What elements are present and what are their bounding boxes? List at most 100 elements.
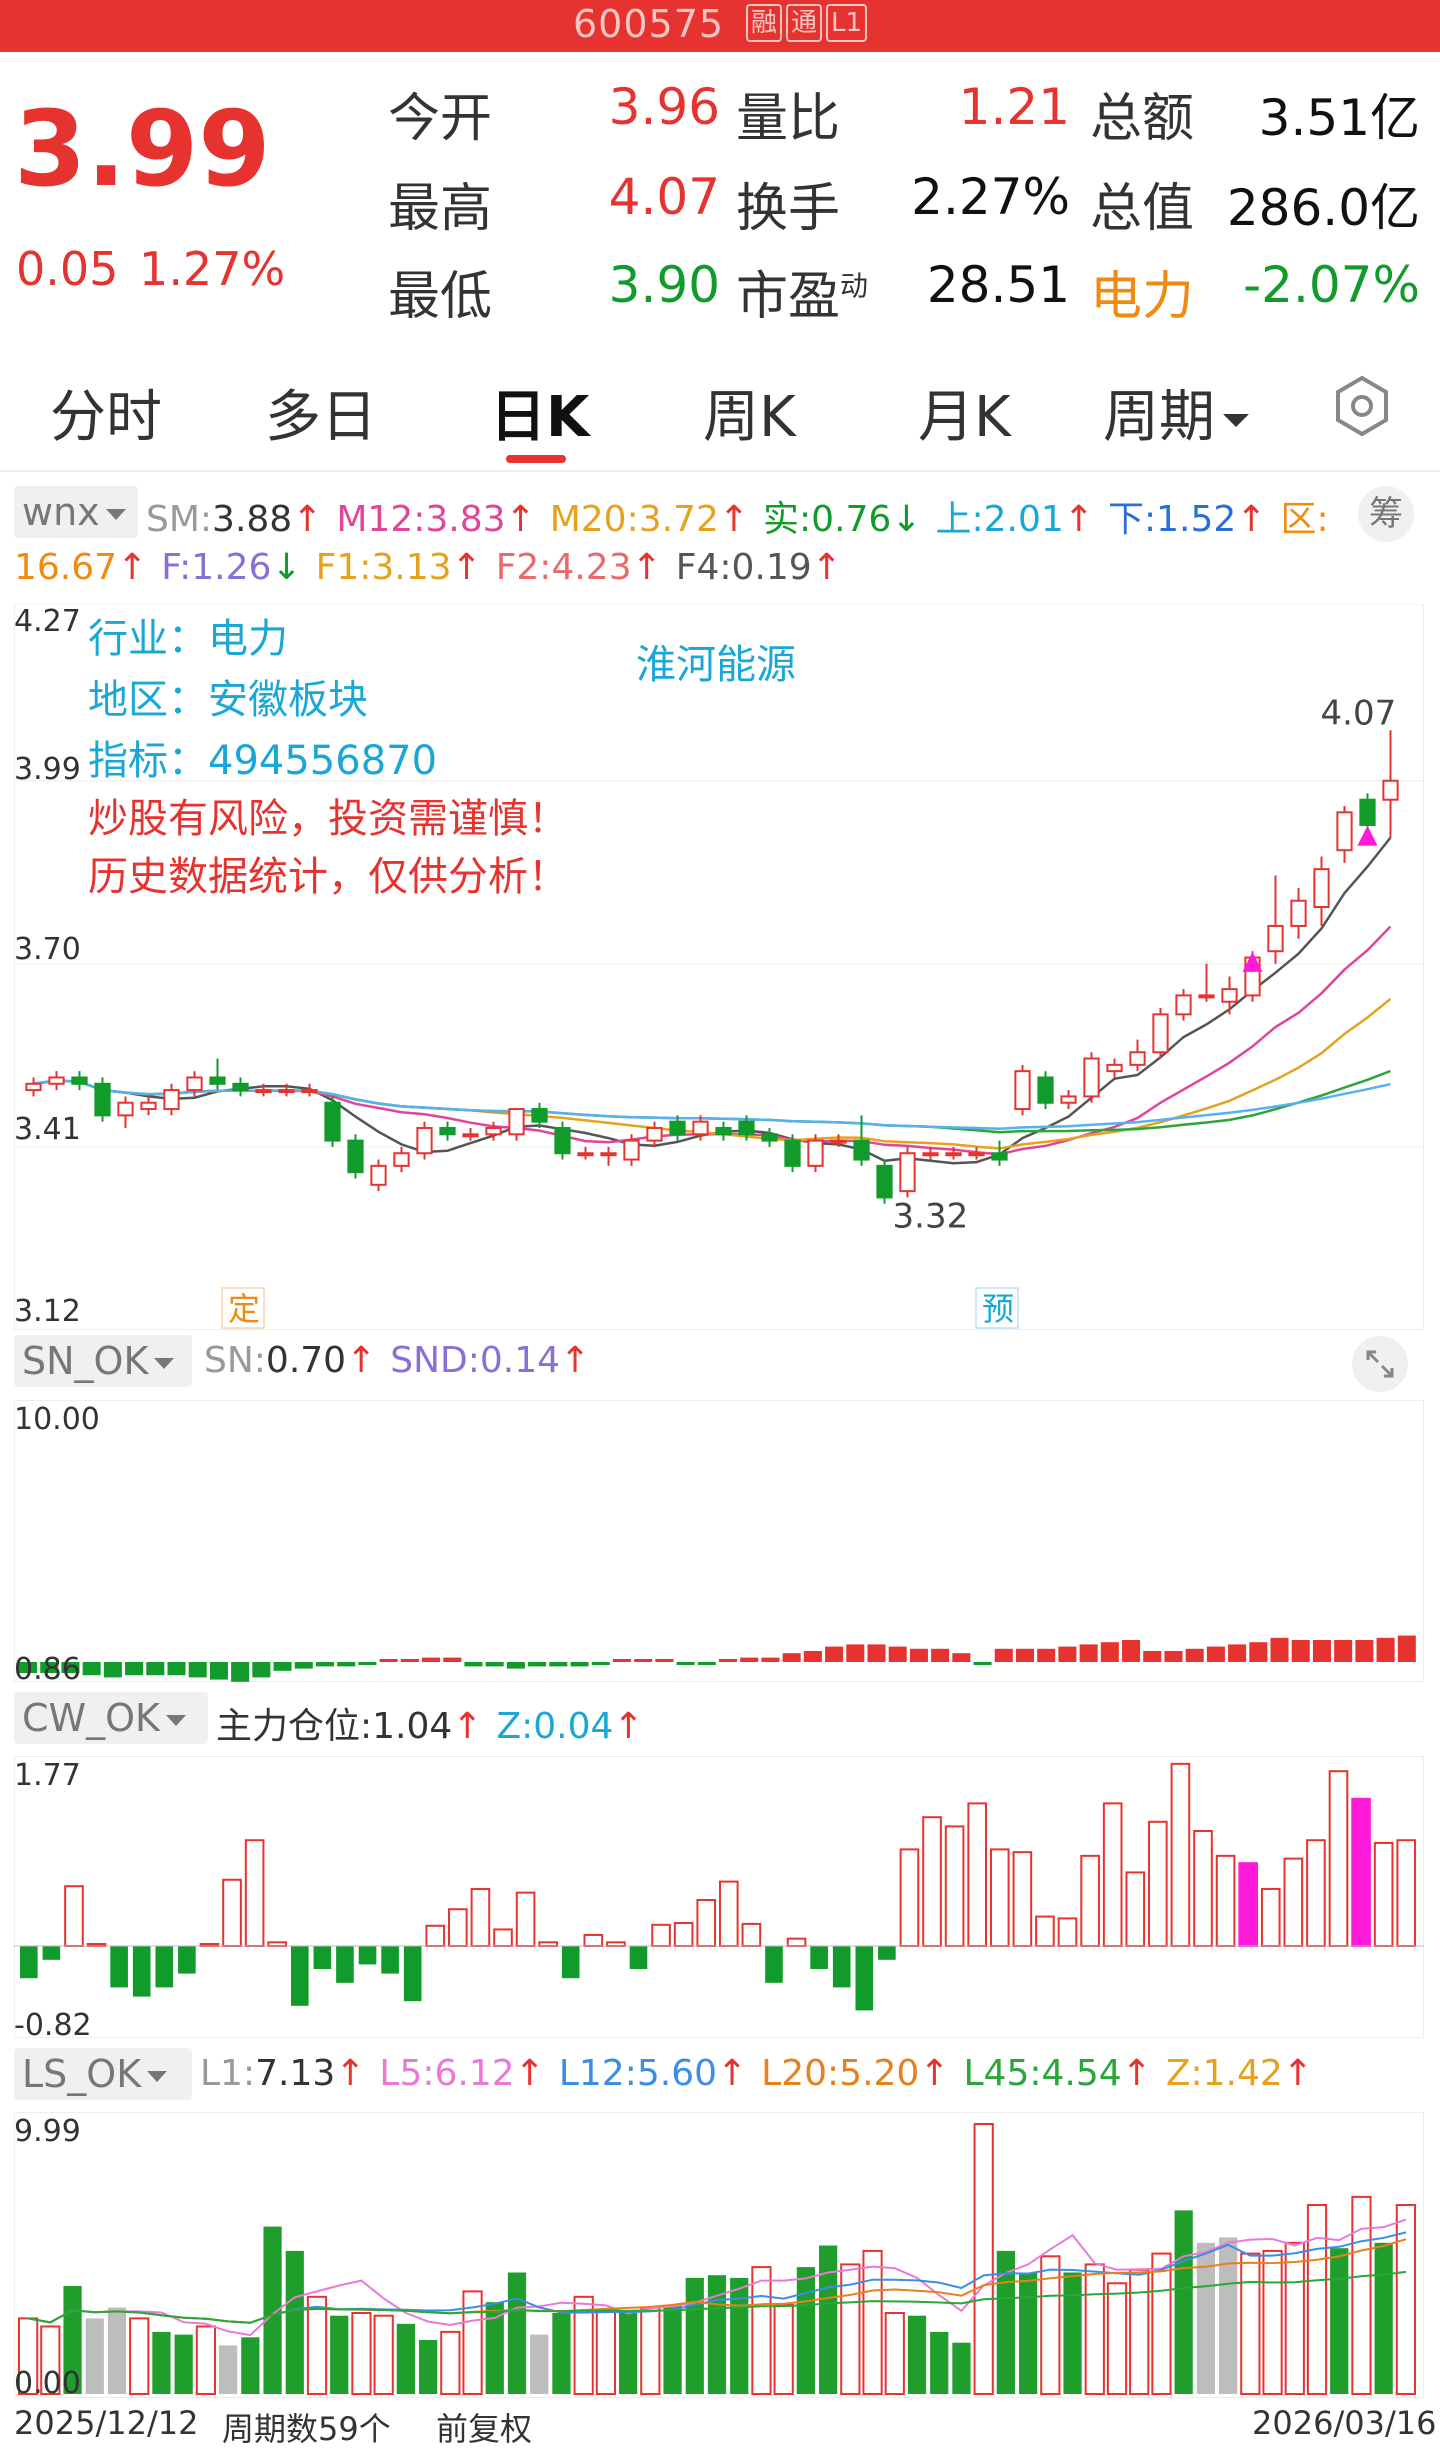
tab-weekly-k[interactable]: 周K xyxy=(703,385,796,450)
candle-body xyxy=(1198,994,1215,999)
current-price: 3.99 xyxy=(14,88,271,210)
sn-dropdown-label: SN_OK xyxy=(22,1339,149,1383)
expand-icon[interactable] xyxy=(1352,1336,1408,1392)
adjust-mode[interactable]: 前复权 xyxy=(436,2410,533,2448)
cw-bar xyxy=(1351,1797,1371,1947)
sn-bar xyxy=(612,1659,631,1662)
indicator-arrow: ↑ xyxy=(717,2053,748,2094)
settings-hexagon-icon[interactable] xyxy=(1330,374,1394,442)
cw-bar xyxy=(765,1946,783,1983)
indicator-arrow: ↑ xyxy=(117,547,148,588)
indicator-key: L12: xyxy=(558,2053,637,2094)
candle-body xyxy=(1037,1076,1054,1104)
indicator-arrow: ↑ xyxy=(505,499,536,540)
indicator-arrow: ↓ xyxy=(891,499,922,540)
ls-indicator-dropdown[interactable]: LS_OK xyxy=(14,2048,192,2100)
quote-value: -2.07% xyxy=(1243,256,1420,314)
ls-bar xyxy=(195,2325,216,2395)
candle-body xyxy=(255,1089,272,1094)
cw-bar xyxy=(403,1946,422,2002)
cw-bar xyxy=(583,1933,604,1948)
metric-value: 494556870 xyxy=(208,738,438,784)
ls-bar xyxy=(129,2317,150,2395)
sn-bar xyxy=(719,1659,738,1662)
mark-yu-box xyxy=(975,1287,1019,1329)
cw-bar xyxy=(1012,1851,1033,1947)
indicator-arrow: ↑ xyxy=(1236,499,1267,540)
margin-tag: 融 xyxy=(746,4,783,42)
tab-monthly-k[interactable]: 月K xyxy=(918,385,1011,450)
candle-body xyxy=(1106,1063,1123,1073)
ls-bar xyxy=(619,2313,638,2394)
indicator-arrow: ↑ xyxy=(1282,2053,1313,2094)
ls-bar xyxy=(1306,2204,1328,2395)
ls-bar xyxy=(840,2263,861,2395)
chip-distribution-button[interactable]: 筹 xyxy=(1358,486,1414,542)
indicator-item: L20:5.20↑ xyxy=(761,2053,949,2094)
ls-bar xyxy=(773,2303,794,2395)
sn-histogram[interactable] xyxy=(14,1400,1424,1682)
indicator-key: 实: xyxy=(763,499,812,540)
sn-bar xyxy=(1291,1640,1310,1662)
ls-bar xyxy=(1063,2272,1082,2394)
cw-indicator-dropdown[interactable]: CW_OK xyxy=(14,1692,208,1744)
tab-intraday[interactable]: 分时 xyxy=(50,385,162,450)
ma-line-1 xyxy=(33,925,1392,1156)
indicator-item: SM:3.88↑ xyxy=(146,499,322,540)
sn-bar xyxy=(782,1653,801,1662)
candle-body xyxy=(186,1076,203,1092)
tab-period[interactable]: 周期 xyxy=(1103,372,1249,453)
candle-body xyxy=(1060,1095,1077,1104)
candle-body xyxy=(416,1126,433,1155)
sn-bar xyxy=(867,1644,886,1662)
candle-body xyxy=(25,1082,42,1092)
indicator-key: Z: xyxy=(496,1706,534,1747)
ls-bar xyxy=(351,2312,372,2395)
sn-bar xyxy=(1334,1640,1353,1662)
cw-position-histogram[interactable] xyxy=(14,1756,1424,2038)
ls-bar xyxy=(1196,2242,1215,2394)
quote-value: 3.51亿 xyxy=(1258,89,1420,147)
indicator-key: F2: xyxy=(495,547,552,588)
cw-bar xyxy=(222,1878,242,1947)
sn-bar xyxy=(846,1644,865,1662)
candle-body xyxy=(48,1076,65,1085)
tab-period-label: 周期 xyxy=(1103,385,1215,450)
tab-daily-k[interactable]: 日K xyxy=(490,385,590,450)
indicator-value: 3.13 xyxy=(371,547,452,588)
indicator-key: F: xyxy=(161,547,192,588)
sn-bar xyxy=(40,1662,59,1673)
main-indicator-dropdown[interactable]: wnx xyxy=(14,486,138,538)
sn-bar xyxy=(888,1646,907,1662)
sn-bar xyxy=(1079,1644,1098,1662)
indicator-arrow: ↑ xyxy=(335,2053,366,2094)
indicator-item: M12:3.83↑ xyxy=(336,499,535,540)
cw-bar xyxy=(561,1946,580,1979)
sn-indicator-dropdown[interactable]: SN_OK xyxy=(14,1335,192,1387)
sn-bar xyxy=(1122,1640,1141,1662)
sn-bar xyxy=(994,1648,1013,1662)
indicator-arrow: ↑ xyxy=(1121,2053,1152,2094)
sn-bar xyxy=(697,1662,716,1665)
sn-bar xyxy=(973,1662,992,1665)
ls-volume-chart[interactable] xyxy=(14,2112,1424,2398)
indicator-value: 1.26 xyxy=(191,547,272,588)
ls-bar xyxy=(1151,2252,1172,2395)
ls-bar xyxy=(40,2325,61,2395)
indicator-value: 1.52 xyxy=(1156,499,1237,540)
sn-bar xyxy=(528,1662,547,1667)
candlestick-chart[interactable]: 4.07 3.32 定 预 xyxy=(14,604,1424,1330)
candle-body xyxy=(531,1108,548,1123)
sn-bar xyxy=(1037,1648,1056,1662)
candle-body xyxy=(140,1101,157,1111)
indicator-item: SND:0.14↑ xyxy=(390,1340,590,1381)
sn-y-top: 10.00 xyxy=(14,1402,100,1437)
candle-body xyxy=(462,1133,479,1138)
ls-bar xyxy=(85,2318,104,2394)
indicator-arrow: ↑ xyxy=(718,499,750,540)
cw-bar xyxy=(1260,1887,1281,1948)
cw-bar xyxy=(425,1924,446,1947)
change-value: 0.05 xyxy=(16,242,119,296)
cw-y-top: 1.77 xyxy=(14,1758,81,1793)
tab-multiday[interactable]: 多日 xyxy=(265,385,377,450)
